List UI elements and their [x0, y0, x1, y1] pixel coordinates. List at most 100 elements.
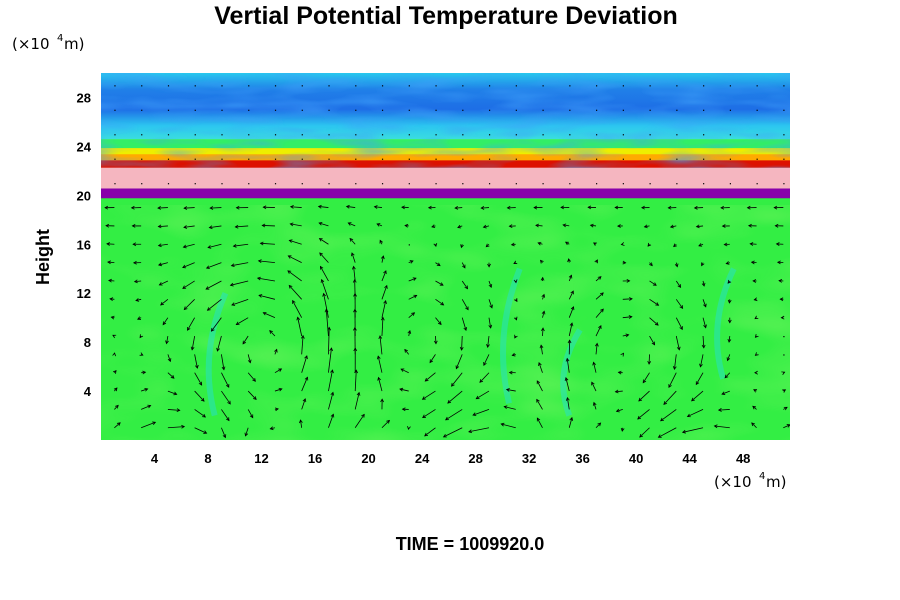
vector-arrow	[594, 259, 598, 264]
vector-arrow	[132, 242, 142, 247]
vector-arrow	[221, 354, 226, 371]
vector-dot	[301, 85, 303, 87]
vector-dot	[596, 109, 598, 111]
vector-arrow	[158, 280, 169, 286]
vector-dot	[596, 183, 598, 185]
vector-arrow	[783, 424, 790, 429]
vector-dot	[194, 158, 196, 160]
vector-arrow	[567, 339, 572, 355]
vector-dot	[141, 85, 143, 87]
y-tick-label: 24	[77, 139, 92, 154]
vector-arrow	[381, 284, 388, 300]
vector-dot	[328, 158, 330, 160]
y-unit-suffix: m)	[64, 35, 84, 53]
vector-dot	[596, 134, 598, 136]
vector-arrow	[754, 315, 759, 320]
vector-arrow	[754, 370, 758, 375]
x-tick-label: 48	[736, 451, 750, 466]
vector-arrow	[713, 424, 730, 429]
x-unit-label: (×10 4 m)	[714, 471, 786, 491]
vector-dot	[194, 183, 196, 185]
vector-dot	[622, 85, 624, 87]
vector-arrow	[242, 335, 249, 345]
vector-arrow	[431, 224, 436, 229]
vector-arrow	[776, 260, 784, 265]
vector-arrow	[112, 334, 117, 339]
vector-arrow	[593, 242, 597, 246]
vector-dot	[328, 109, 330, 111]
vector-dot	[167, 134, 170, 136]
vector-arrow	[669, 224, 677, 229]
vector-dot	[596, 158, 598, 160]
vector-arrow	[207, 243, 222, 249]
vector-arrow	[194, 354, 199, 369]
vector-arrow	[753, 297, 758, 302]
y-tick-label: 20	[77, 188, 91, 203]
vector-arrow	[503, 405, 516, 410]
vector-dot	[783, 183, 785, 185]
vector-arrow	[319, 252, 329, 263]
x-tick-label: 4	[151, 451, 159, 466]
vector-arrow	[647, 242, 652, 247]
vector-dot	[301, 183, 303, 185]
vector-arrow	[637, 409, 650, 420]
x-tick-label: 28	[468, 451, 482, 466]
vector-arrow	[461, 280, 469, 290]
vector-arrow	[675, 280, 682, 288]
y-unit-prefix: (×10	[12, 35, 50, 53]
vector-arrow	[442, 427, 463, 438]
vector-dot	[301, 134, 303, 136]
vector-arrow	[617, 224, 623, 228]
vector-arrow	[672, 354, 677, 371]
vector-dot	[328, 183, 330, 185]
vector-arrow	[681, 427, 704, 434]
vector-dot	[515, 109, 517, 111]
vector-arrow	[435, 262, 441, 267]
vector-arrow	[288, 239, 302, 245]
vector-arrow	[488, 280, 493, 289]
y-unit-exponent: 4	[57, 33, 63, 44]
vector-arrow	[140, 404, 152, 410]
vector-arrow	[345, 204, 356, 209]
vector-arrow	[536, 398, 543, 410]
vector-arrow	[399, 387, 409, 392]
vector-arrow	[461, 317, 468, 332]
vector-arrow	[537, 241, 543, 246]
vector-dot	[141, 134, 143, 136]
vector-arrow	[274, 407, 279, 412]
x-tick-label: 16	[308, 451, 322, 466]
vector-arrow	[194, 427, 208, 434]
layer-band	[101, 167, 790, 189]
vector-dot	[248, 158, 250, 160]
vector-arrow	[182, 280, 195, 289]
vector-arrow	[132, 260, 142, 265]
vector-dot	[515, 183, 517, 185]
vector-arrow	[108, 278, 115, 283]
vector-arrow	[487, 262, 491, 268]
vector-dot	[783, 354, 785, 356]
vector-arrow	[318, 221, 329, 227]
vector-arrow	[320, 265, 329, 282]
vector-arrow	[459, 335, 464, 351]
vector-arrow	[675, 299, 684, 309]
vector-dot	[141, 183, 143, 185]
vector-arrow	[695, 224, 704, 229]
vector-arrow	[513, 316, 518, 321]
vector-arrow	[721, 224, 730, 228]
vector-arrow	[157, 206, 168, 210]
vector-dot	[141, 109, 143, 111]
vector-dot	[676, 85, 678, 87]
vector-arrow	[378, 335, 383, 355]
vector-dot	[649, 183, 651, 185]
vector-dot	[622, 134, 624, 136]
vector-dot	[729, 134, 731, 136]
vector-arrow	[328, 347, 334, 373]
vector-arrow	[727, 317, 732, 324]
vector-arrow	[750, 260, 757, 265]
layer-band	[101, 187, 790, 199]
vector-arrow	[620, 352, 625, 357]
vector-arrow	[622, 315, 633, 319]
vector-arrow	[167, 390, 178, 396]
vector-arrow	[701, 335, 706, 349]
